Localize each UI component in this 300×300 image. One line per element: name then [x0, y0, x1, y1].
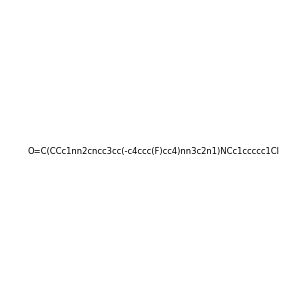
- Text: O=C(CCc1nn2cncc3cc(-c4ccc(F)cc4)nn3c2n1)NCc1ccccc1Cl: O=C(CCc1nn2cncc3cc(-c4ccc(F)cc4)nn3c2n1)…: [28, 147, 280, 156]
